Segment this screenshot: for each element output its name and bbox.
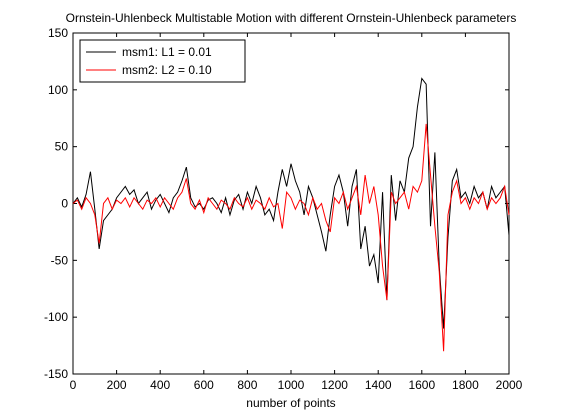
y-tick-label: -150 [44, 367, 68, 381]
x-tick-label: 800 [237, 378, 257, 392]
series-line [72, 123, 510, 352]
legend-label: msm1: L1 = 0.01 [122, 45, 212, 59]
y-tick-label: 150 [48, 26, 68, 40]
x-tick-label: 1800 [452, 378, 479, 392]
x-axis-label: number of points [246, 396, 335, 410]
chart-title: Ornstein-Uhlenbeck Multistable Motion wi… [66, 11, 517, 25]
x-tick-label: 1000 [278, 378, 305, 392]
legend-box [79, 39, 246, 83]
x-tick-label: 1400 [365, 378, 392, 392]
y-tick-label: 0 [61, 197, 68, 211]
legend-label: msm2: L2 = 0.10 [122, 63, 212, 77]
x-tick-label: 1600 [408, 378, 435, 392]
x-tick-label: 0 [70, 378, 77, 392]
y-tick-label: 50 [55, 140, 69, 154]
y-tick-label: -50 [51, 253, 69, 267]
series-line [72, 77, 510, 329]
x-tick-label: 400 [150, 378, 170, 392]
x-tick-label: 600 [194, 378, 214, 392]
x-tick-label: 200 [107, 378, 127, 392]
x-tick-label: 1200 [321, 378, 348, 392]
y-tick-label: -100 [44, 310, 68, 324]
y-tick-label: 100 [48, 83, 68, 97]
x-tick-label: 2000 [496, 378, 523, 392]
